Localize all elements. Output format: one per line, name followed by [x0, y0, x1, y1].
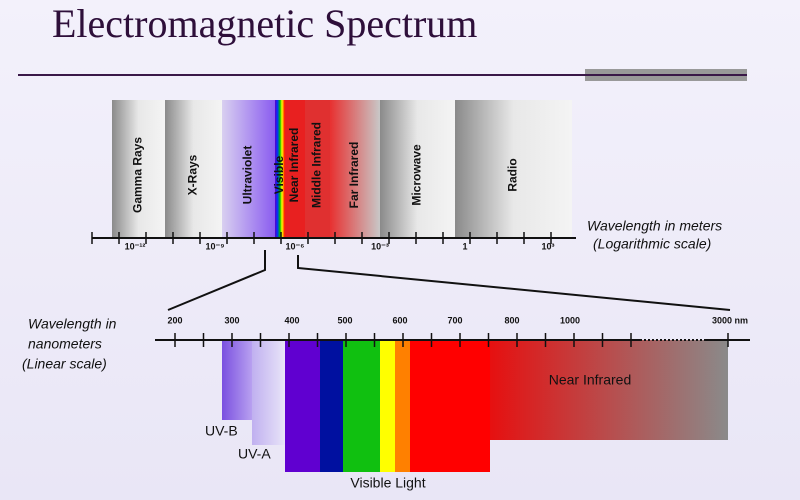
band	[395, 340, 410, 472]
tick-label: 800	[504, 315, 519, 325]
top-spectrum: Gamma Rays X-Rays Ultraviolet Visible Near I…	[91, 100, 722, 252]
axis-label: nanometers	[28, 336, 102, 352]
tick-label: 10⁻¹²	[125, 241, 146, 251]
tick-label: 10³	[541, 241, 554, 251]
band	[410, 340, 490, 472]
band	[252, 340, 285, 445]
title: Electromagnetic Spectrum	[52, 1, 477, 46]
axis-label: (Logarithmic scale)	[593, 236, 711, 252]
bottom-spectrum: 200 300 400 500 600 700 800 1000 3000 nm Waveleng…	[22, 315, 750, 491]
band-label: Middle Infrared	[310, 122, 324, 208]
band-label: Far Infrared	[347, 142, 361, 209]
band	[285, 100, 305, 238]
band	[165, 100, 222, 238]
band	[380, 340, 395, 472]
band	[222, 100, 275, 238]
band	[222, 340, 252, 420]
zoom-line	[297, 255, 731, 311]
band-label: Near Infrared	[549, 372, 631, 388]
band-label: UV-B	[205, 423, 238, 439]
zoom-line	[167, 250, 266, 311]
tick-label: 700	[447, 315, 462, 325]
tick-label: 500	[337, 315, 352, 325]
tick-label: 200	[167, 315, 182, 325]
band-label: Visible	[272, 155, 286, 194]
band-label: Ultraviolet	[241, 146, 255, 205]
axis-label: Wavelength in meters	[587, 218, 722, 234]
axis-label: (Linear scale)	[22, 356, 107, 372]
tick-label: 1000	[560, 315, 580, 325]
tick-label: 600	[392, 315, 407, 325]
tick-label: 300	[224, 315, 239, 325]
tick-label: 10⁻³	[371, 241, 389, 251]
tick-label: 10⁻⁹	[205, 241, 224, 251]
tick-label: 400	[284, 315, 299, 325]
tick-label: 1	[462, 241, 467, 251]
band	[305, 100, 330, 238]
band	[112, 100, 165, 238]
band	[343, 340, 380, 472]
band-label: Near Infrared	[287, 128, 301, 203]
band	[275, 100, 285, 238]
axis-label: Wavelength in	[28, 316, 117, 332]
band	[490, 340, 728, 440]
band-label: Radio	[506, 158, 520, 191]
band-label: X-Rays	[186, 154, 200, 195]
band	[455, 100, 572, 238]
band	[330, 100, 380, 238]
band	[320, 340, 343, 472]
tick-label: 3000 nm	[712, 315, 748, 325]
band	[285, 340, 320, 472]
band-label: Visible Light	[350, 475, 425, 491]
tick-label: 10⁻⁶	[286, 241, 305, 251]
band-label: Gamma Rays	[131, 137, 145, 213]
band	[380, 100, 455, 238]
band-label: UV-A	[238, 446, 271, 462]
band-label: Microwave	[410, 144, 424, 206]
